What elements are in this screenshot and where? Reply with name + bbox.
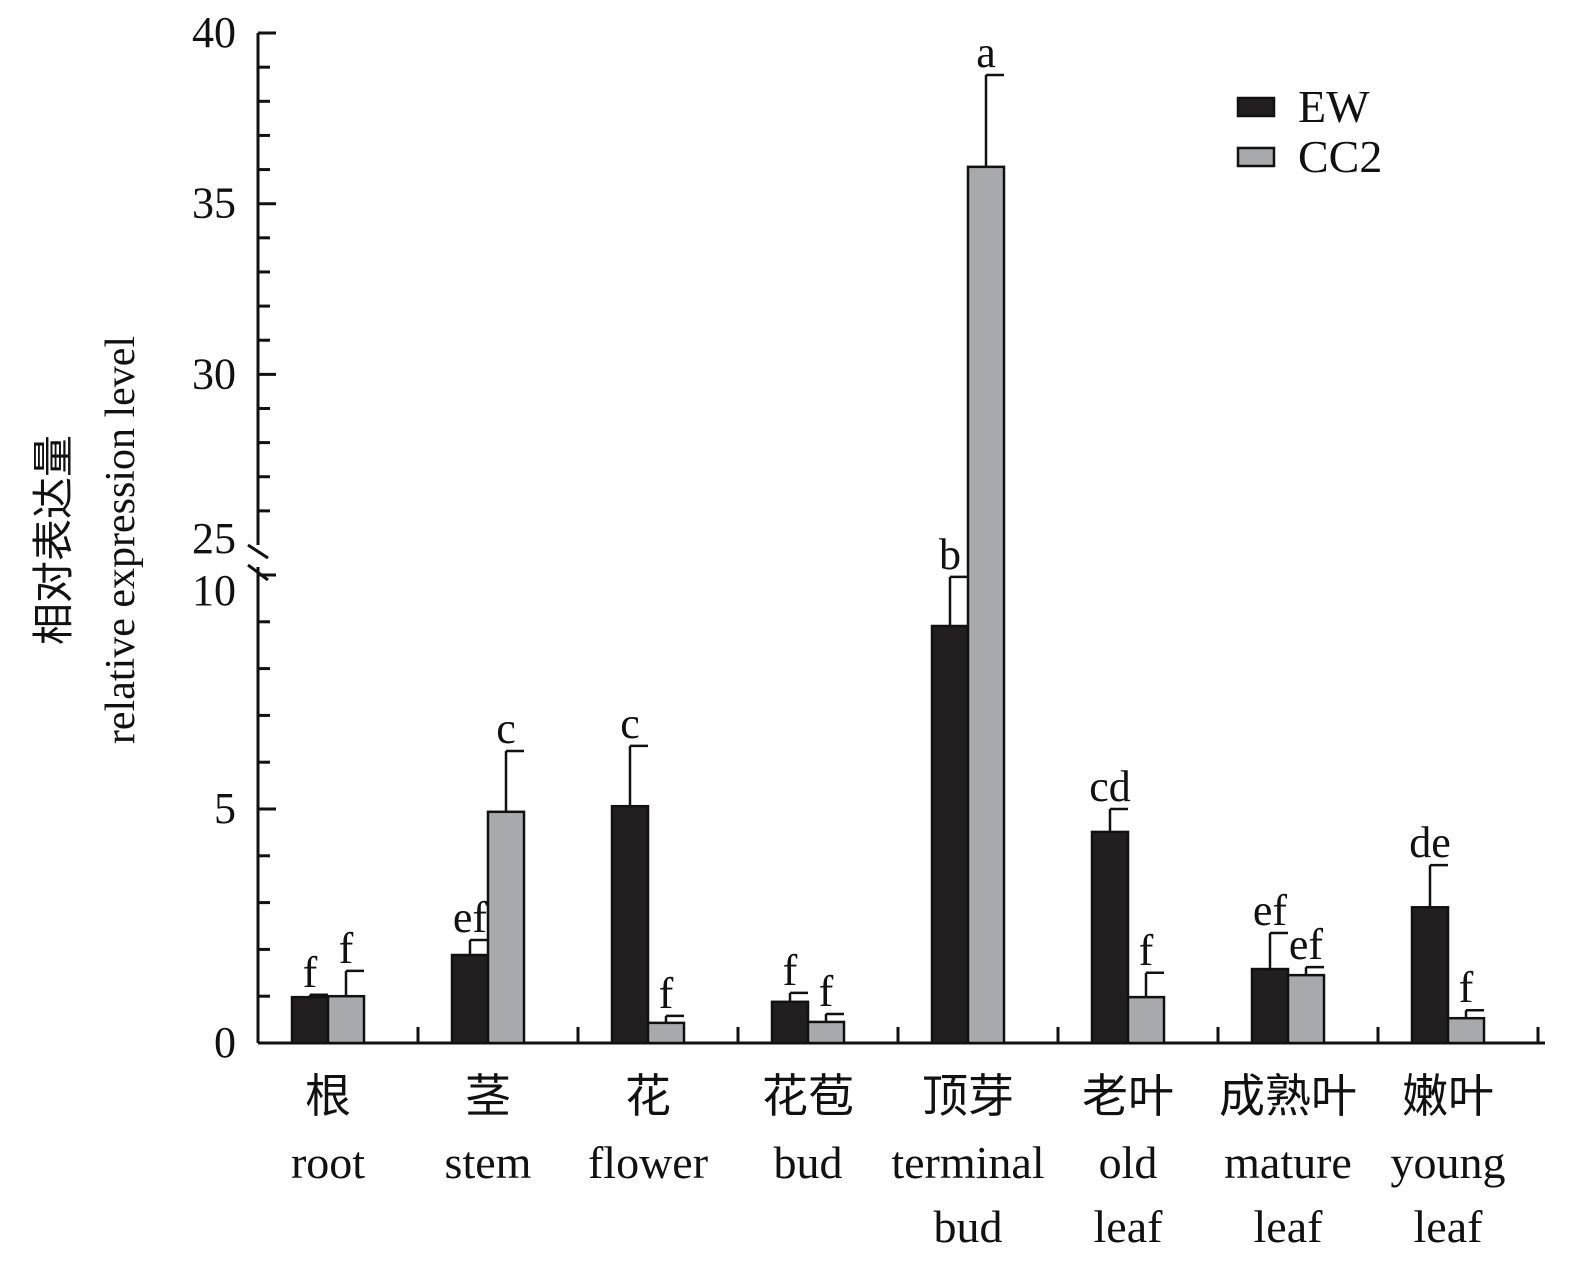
x-tick-label: terminal [891, 1137, 1044, 1188]
bar-ew [1250, 967, 1290, 1045]
significance-letter: f [819, 967, 834, 1016]
significance-letter: f [339, 924, 354, 973]
legend-label: EW [1298, 81, 1370, 132]
significance-letter: a [976, 28, 996, 77]
significance-letter: ef [453, 893, 488, 942]
bar-ew [610, 804, 650, 1045]
axis-break-mark [247, 543, 269, 560]
significance-letter: ef [1289, 920, 1324, 969]
bar-ew [1090, 830, 1130, 1045]
x-tick-label: young [1391, 1137, 1506, 1188]
bar-cc2 [1446, 1016, 1486, 1045]
y-tick-label: 40 [192, 8, 236, 57]
significance-letter: b [939, 530, 961, 579]
significance-letter: f [783, 946, 798, 995]
x-tick-label: stem [445, 1137, 532, 1188]
significance-letter: cd [1089, 762, 1131, 811]
bar-cc2 [646, 1021, 686, 1045]
bar-cc2 [806, 1020, 846, 1045]
x-tick-label-cn: 成熟叶 [1219, 1071, 1357, 1122]
bar-cc2 [486, 810, 526, 1045]
x-tick-label-cn: 老叶 [1082, 1071, 1174, 1122]
x-tick-label-cn: 花 [625, 1071, 671, 1122]
significance-letter: f [1459, 963, 1474, 1012]
x-tick-label: root [291, 1137, 365, 1188]
significance-letter: de [1409, 818, 1451, 867]
y-axis-label: relative expression level [98, 336, 144, 744]
y-tick-label: 0 [214, 1018, 236, 1067]
x-tick-label-cn: 茎 [465, 1071, 511, 1122]
significance-letter: c [620, 699, 640, 748]
legend-label: CC2 [1298, 131, 1382, 182]
y-tick-label: 25 [192, 514, 236, 563]
x-tick-label: old [1099, 1137, 1158, 1188]
significance-letter: c [496, 704, 516, 753]
bar-ew [1410, 906, 1450, 1045]
bar-ew [290, 995, 330, 1045]
bar-ew [450, 953, 490, 1045]
x-tick-label: bud [934, 1201, 1003, 1252]
x-tick-label: bud [774, 1137, 843, 1188]
significance-letter: f [303, 948, 318, 997]
significance-letter: ef [1253, 886, 1288, 935]
axis-break-mark [247, 563, 269, 582]
x-tick-label: leaf [1414, 1201, 1484, 1252]
bar-cc2 [326, 994, 366, 1045]
significance-letter: f [659, 969, 674, 1018]
bar-ew [770, 1000, 810, 1045]
bar-cc2 [1286, 973, 1326, 1045]
y-axis-label-cn: 相对表达量 [32, 435, 78, 645]
x-tick-label: flower [588, 1137, 708, 1188]
y-tick-label: 30 [192, 349, 236, 398]
bar-cc2 [1126, 995, 1166, 1045]
legend-swatch-cc2 [1236, 146, 1276, 168]
x-tick-label: leaf [1094, 1201, 1164, 1252]
significance-letter: f [1139, 926, 1154, 975]
x-tick-label-cn: 花苞 [762, 1071, 854, 1122]
bar-ew [930, 624, 970, 1045]
x-tick-label-cn: 顶芽 [922, 1071, 1014, 1122]
y-tick-label: 5 [214, 784, 236, 833]
bar-cc2 [966, 165, 1006, 1045]
x-tick-label: mature [1224, 1137, 1352, 1188]
y-tick-label: 10 [192, 566, 236, 615]
legend-swatch-ew [1236, 96, 1276, 118]
x-tick-label-cn: 根 [305, 1071, 351, 1122]
y-tick-label: 35 [192, 179, 236, 228]
x-tick-label: leaf [1254, 1201, 1324, 1252]
x-tick-label-cn: 嫩叶 [1402, 1071, 1494, 1122]
